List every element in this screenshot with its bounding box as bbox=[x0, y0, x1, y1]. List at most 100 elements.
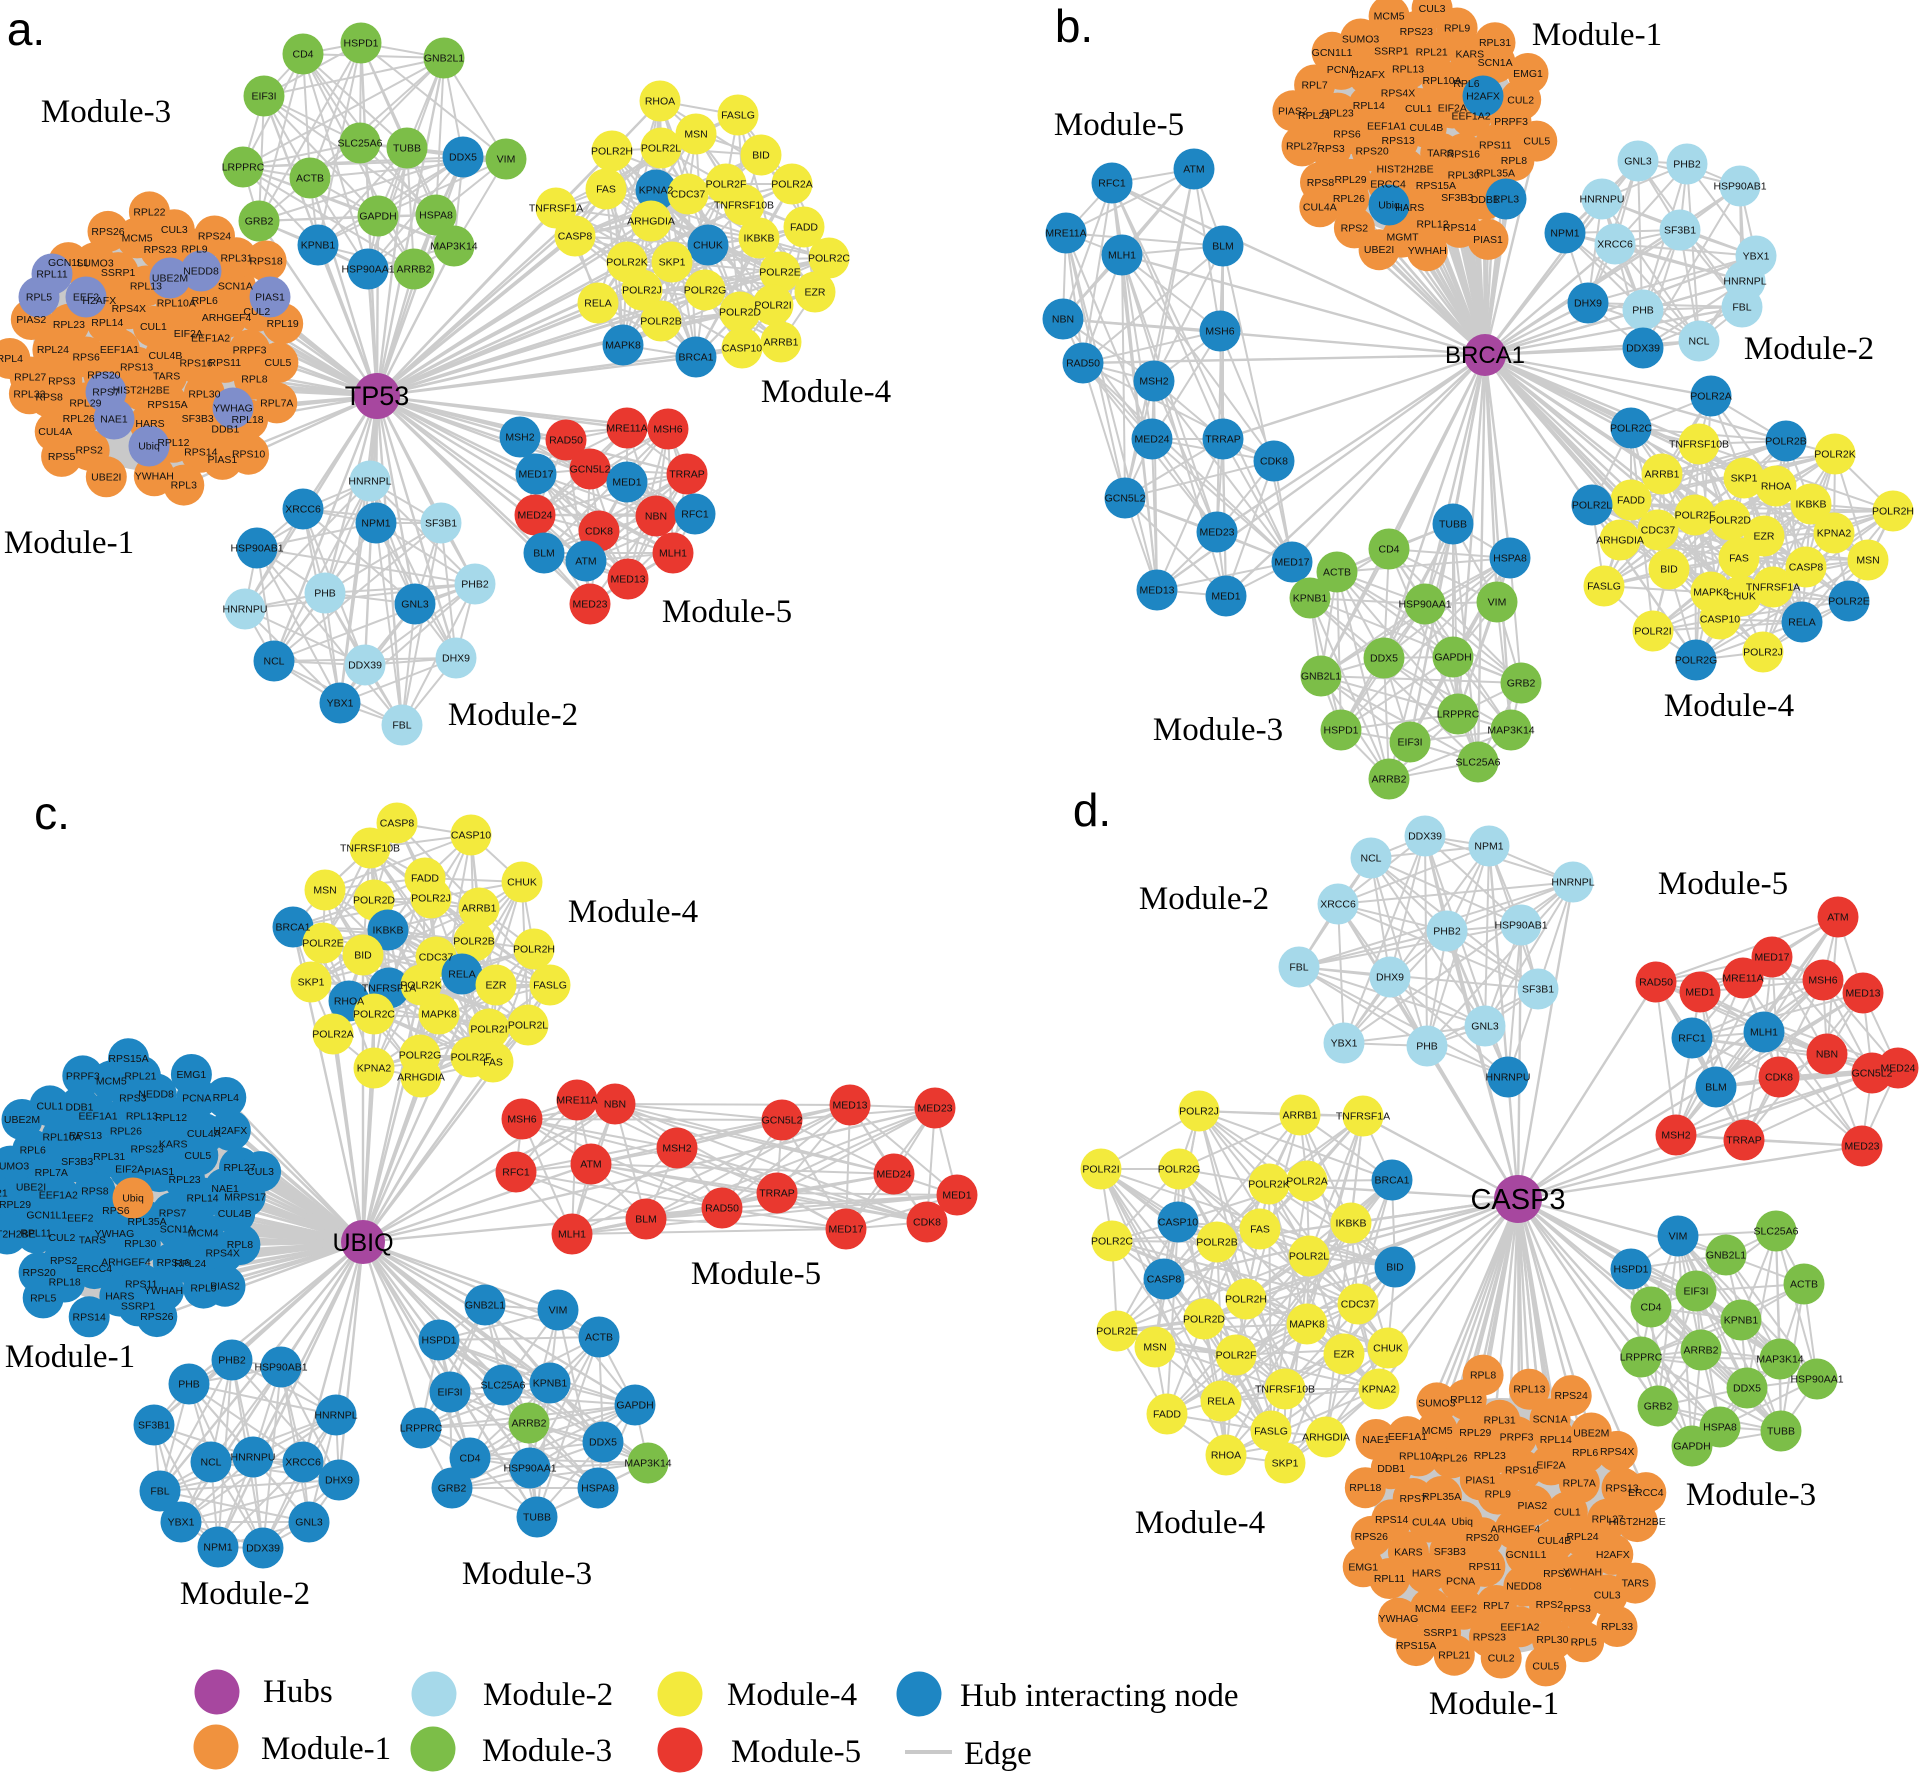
svg-text:MED17: MED17 bbox=[1274, 557, 1309, 569]
svg-text:MED24: MED24 bbox=[517, 510, 552, 522]
svg-text:EEF2: EEF2 bbox=[67, 1213, 93, 1225]
svg-text:CUL2: CUL2 bbox=[1507, 94, 1534, 106]
svg-text:MSN: MSN bbox=[313, 885, 336, 897]
svg-text:RPS23: RPS23 bbox=[1400, 26, 1433, 38]
svg-text:POLR2F: POLR2F bbox=[706, 179, 747, 191]
svg-text:RPL30: RPL30 bbox=[1448, 170, 1480, 182]
svg-text:POLR2G: POLR2G bbox=[1675, 655, 1718, 667]
svg-text:CUL4B: CUL4B bbox=[1537, 1535, 1571, 1547]
svg-text:KPNB1: KPNB1 bbox=[1724, 1315, 1759, 1327]
svg-text:LRPPRC: LRPPRC bbox=[1437, 709, 1480, 721]
svg-text:RPL31: RPL31 bbox=[220, 252, 252, 264]
svg-text:Module-1: Module-1 bbox=[261, 1731, 391, 1767]
svg-text:RPS6: RPS6 bbox=[1543, 1568, 1571, 1580]
svg-text:GRB2: GRB2 bbox=[1507, 678, 1536, 690]
svg-text:RPS15A: RPS15A bbox=[147, 399, 187, 411]
svg-text:MRE11A: MRE11A bbox=[1722, 973, 1763, 985]
svg-text:b.: b. bbox=[1055, 0, 1093, 52]
svg-text:BLM: BLM bbox=[533, 548, 555, 560]
svg-text:RHOA: RHOA bbox=[334, 996, 364, 1008]
svg-text:Module-5: Module-5 bbox=[1054, 107, 1184, 143]
svg-text:HSP90AB1: HSP90AB1 bbox=[254, 1362, 307, 1374]
svg-text:RPL21: RPL21 bbox=[1416, 47, 1448, 59]
svg-text:Module-4: Module-4 bbox=[1135, 1505, 1265, 1541]
svg-text:NCL: NCL bbox=[1688, 336, 1709, 348]
svg-text:TNFRSF10B: TNFRSF10B bbox=[340, 843, 400, 855]
svg-text:Module-5: Module-5 bbox=[731, 1734, 861, 1770]
svg-text:CUL2: CUL2 bbox=[48, 1232, 75, 1244]
svg-text:RPL5: RPL5 bbox=[26, 292, 52, 304]
svg-text:CUL2: CUL2 bbox=[243, 306, 270, 318]
svg-text:KPNA2: KPNA2 bbox=[639, 185, 674, 197]
svg-text:TARS: TARS bbox=[1427, 148, 1454, 160]
svg-text:TNFRSF10B: TNFRSF10B bbox=[1255, 1384, 1315, 1396]
svg-text:POLR2J: POLR2J bbox=[1179, 1106, 1219, 1118]
svg-text:DDB1: DDB1 bbox=[1377, 1463, 1405, 1475]
svg-text:CUL1: CUL1 bbox=[1554, 1507, 1581, 1519]
svg-text:EZR: EZR bbox=[805, 287, 826, 299]
svg-text:RPS2: RPS2 bbox=[1341, 222, 1369, 234]
svg-text:RPL35A: RPL35A bbox=[128, 1216, 167, 1228]
svg-text:KPNA2: KPNA2 bbox=[1817, 528, 1852, 540]
svg-text:EIF2A: EIF2A bbox=[1536, 1459, 1565, 1471]
svg-text:ARRB1: ARRB1 bbox=[1282, 1110, 1317, 1122]
svg-text:RPS11: RPS11 bbox=[125, 1278, 158, 1290]
svg-text:EIF3I: EIF3I bbox=[251, 91, 276, 103]
svg-text:DDB1: DDB1 bbox=[211, 423, 239, 435]
svg-text:ATM: ATM bbox=[1183, 164, 1204, 176]
svg-text:PHB2: PHB2 bbox=[218, 1355, 246, 1367]
svg-text:MLH1: MLH1 bbox=[1108, 250, 1136, 262]
svg-text:RPL30: RPL30 bbox=[124, 1238, 156, 1250]
svg-text:RPL10A: RPL10A bbox=[42, 1132, 81, 1144]
svg-text:RAD50: RAD50 bbox=[1639, 977, 1673, 989]
svg-text:HSPD1: HSPD1 bbox=[1613, 1264, 1648, 1276]
svg-text:PHB: PHB bbox=[178, 1379, 200, 1391]
svg-text:MSH2: MSH2 bbox=[662, 1143, 691, 1155]
svg-text:RPS15A: RPS15A bbox=[1396, 1640, 1436, 1652]
svg-text:TUBB: TUBB bbox=[393, 143, 421, 155]
svg-text:FASLG: FASLG bbox=[1587, 581, 1621, 593]
svg-text:RPS3: RPS3 bbox=[48, 375, 76, 387]
svg-text:RPS14: RPS14 bbox=[184, 447, 217, 459]
svg-text:RPL11: RPL11 bbox=[20, 1228, 51, 1240]
svg-text:RPL6: RPL6 bbox=[20, 1145, 46, 1157]
svg-text:EEF2: EEF2 bbox=[1451, 1604, 1477, 1616]
svg-text:POLR2J: POLR2J bbox=[622, 285, 662, 297]
svg-text:MAPK8: MAPK8 bbox=[421, 1009, 457, 1021]
svg-text:YWHAG: YWHAG bbox=[213, 403, 253, 415]
svg-text:Module-4: Module-4 bbox=[727, 1677, 857, 1713]
svg-text:CUL5: CUL5 bbox=[264, 357, 291, 369]
svg-text:TRRAP: TRRAP bbox=[1205, 434, 1241, 446]
svg-text:POLR2H: POLR2H bbox=[513, 944, 555, 956]
svg-text:PRPF3: PRPF3 bbox=[66, 1070, 100, 1082]
svg-text:RPL6: RPL6 bbox=[1453, 78, 1479, 90]
svg-text:SCN1A: SCN1A bbox=[1533, 1413, 1568, 1425]
svg-text:NBN: NBN bbox=[1816, 1049, 1838, 1061]
svg-text:RAD50: RAD50 bbox=[549, 435, 583, 447]
svg-text:CASP10: CASP10 bbox=[1700, 614, 1740, 626]
svg-text:RPL35A: RPL35A bbox=[1476, 167, 1515, 179]
svg-text:RPS5: RPS5 bbox=[48, 451, 76, 463]
svg-text:RPS13: RPS13 bbox=[69, 1130, 102, 1142]
svg-text:HIST2H2BE: HIST2H2BE bbox=[1609, 1516, 1666, 1528]
svg-text:RPL7: RPL7 bbox=[1301, 80, 1327, 92]
svg-text:PRPF3: PRPF3 bbox=[233, 345, 267, 357]
svg-text:TNFRSF1A: TNFRSF1A bbox=[529, 203, 583, 215]
svg-text:HSPA8: HSPA8 bbox=[1703, 1422, 1737, 1434]
svg-text:RPS26: RPS26 bbox=[140, 1311, 173, 1323]
svg-text:RPS3: RPS3 bbox=[1563, 1603, 1591, 1615]
svg-text:POLR2K: POLR2K bbox=[606, 257, 647, 269]
svg-text:RPL10A: RPL10A bbox=[1423, 75, 1462, 87]
svg-text:POLR2H: POLR2H bbox=[591, 146, 633, 158]
svg-text:RPS2: RPS2 bbox=[75, 445, 103, 457]
svg-text:ARHGDIA: ARHGDIA bbox=[1596, 535, 1644, 547]
svg-text:ATM: ATM bbox=[580, 1159, 601, 1171]
svg-text:GNL3: GNL3 bbox=[1624, 156, 1652, 168]
svg-text:CUL3: CUL3 bbox=[1594, 1590, 1621, 1602]
svg-text:Module-1: Module-1 bbox=[1429, 1686, 1559, 1722]
svg-text:MSN: MSN bbox=[684, 129, 707, 141]
svg-text:MSH2: MSH2 bbox=[1139, 376, 1168, 388]
svg-text:RPL8: RPL8 bbox=[241, 374, 267, 386]
svg-text:POLR2K: POLR2K bbox=[1248, 1179, 1289, 1191]
svg-text:Module-2: Module-2 bbox=[1139, 881, 1269, 917]
